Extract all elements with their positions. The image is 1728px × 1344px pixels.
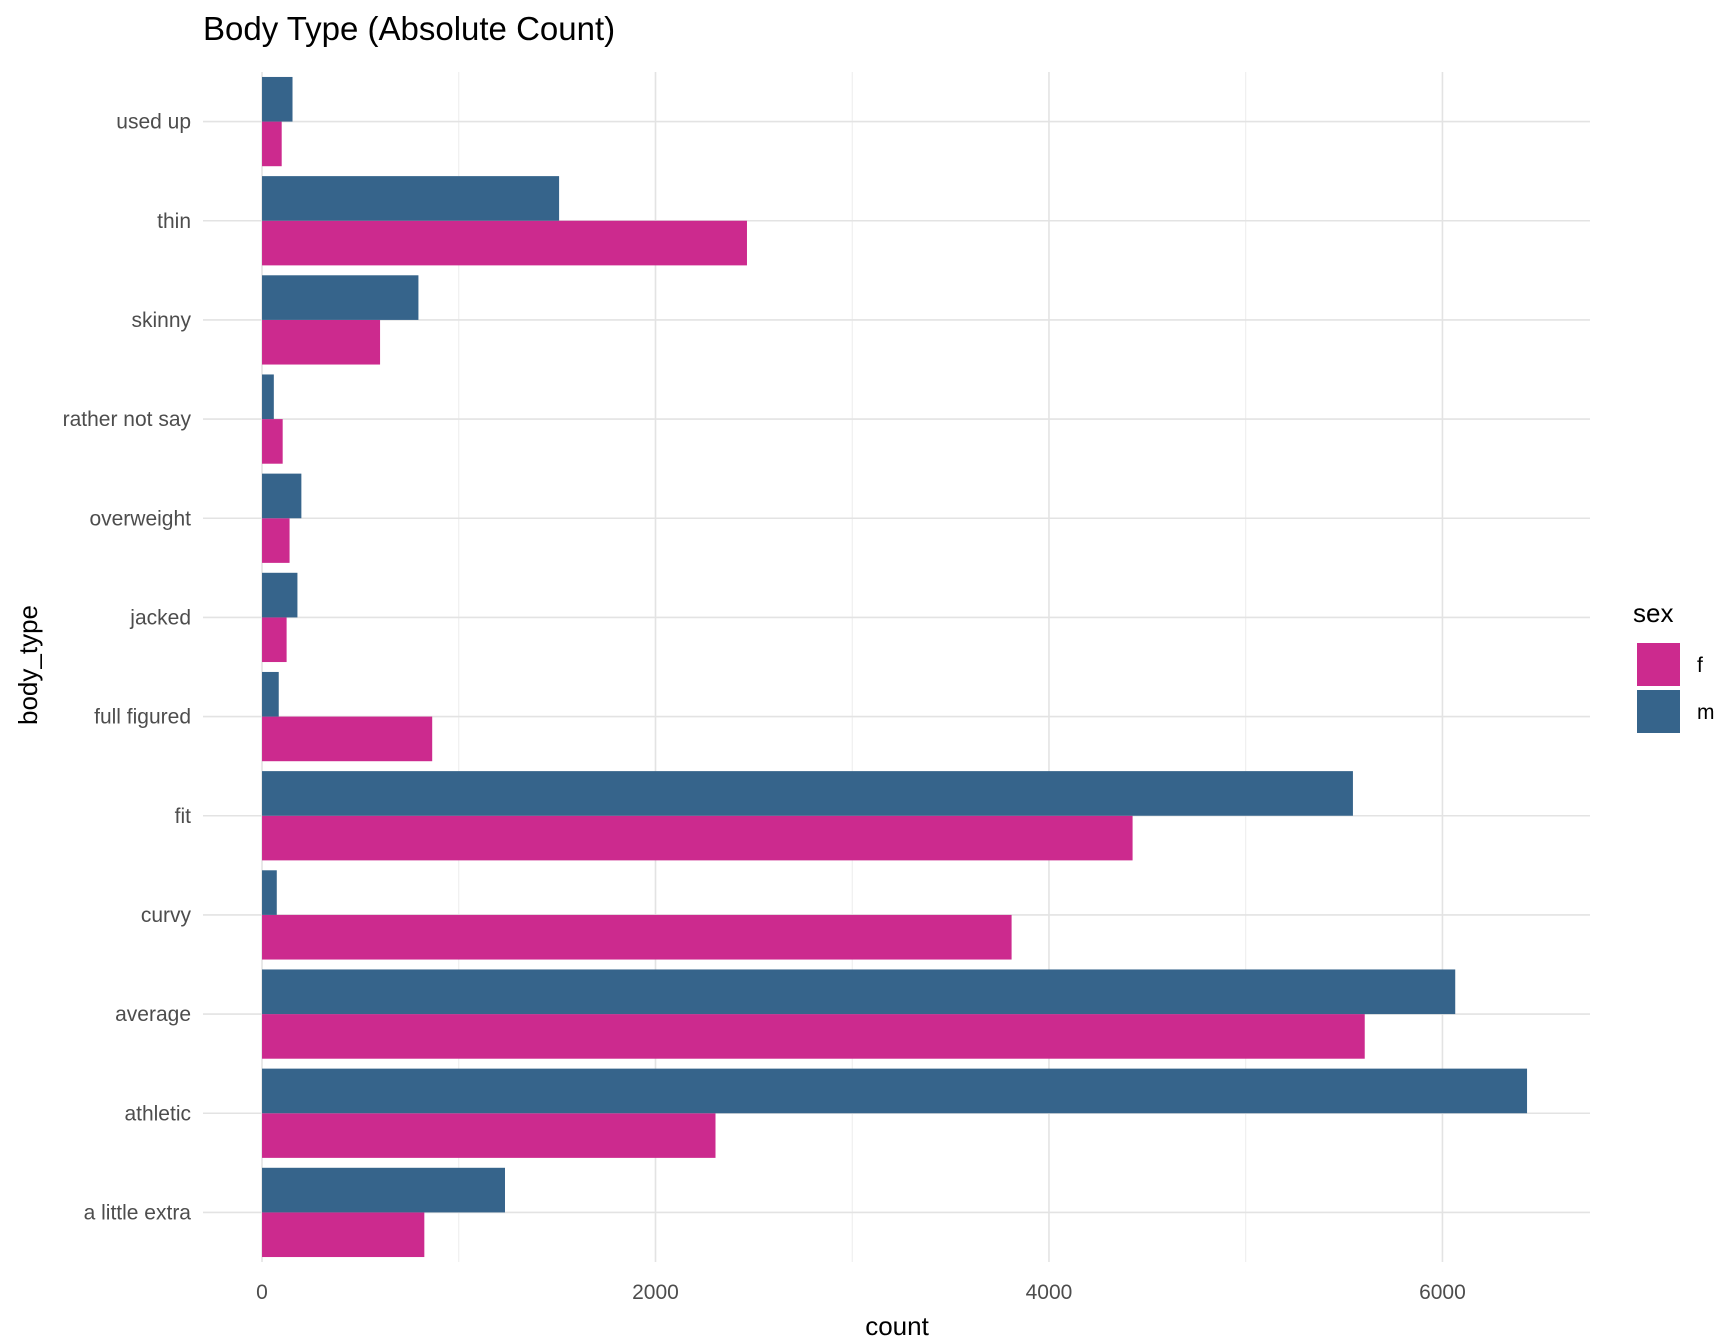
y-tick-label: average [115, 1003, 191, 1026]
bar-f-fit [262, 815, 1133, 861]
legend: sex f m [1633, 598, 1715, 733]
minor-gridlines [458, 72, 1247, 1262]
y-tick-label: athletic [124, 1102, 191, 1125]
bar-f-full-figured [262, 716, 433, 762]
y-tick-label: jacked [129, 606, 191, 629]
y-tick-label: used up [116, 111, 191, 134]
bar-f-rather-not-say [262, 419, 283, 464]
bar-m-full-figured [262, 671, 279, 717]
bar-m-fit [262, 771, 1353, 816]
bar-m-a-little-extra [262, 1167, 505, 1213]
y-tick-label: full figured [94, 706, 191, 729]
y-tick-label: curvy [141, 904, 192, 927]
bar-f-thin [262, 220, 747, 266]
bar-m-rather-not-say [262, 374, 274, 420]
legend-title: sex [1633, 598, 1673, 628]
bar-m-used-up [262, 76, 293, 122]
chart-title: Body Type (Absolute Count) [203, 10, 615, 47]
x-tick-labels: 0 2000 4000 6000 [256, 1281, 1466, 1304]
bar-m-jacked [262, 572, 298, 618]
y-axis-title: body_type [13, 605, 43, 725]
bar-m-average [262, 969, 1456, 1015]
bar-f-skinny [262, 319, 381, 365]
bar-f-curvy [262, 914, 1012, 960]
y-tick-label: fit [175, 805, 192, 828]
bar-m-skinny [262, 275, 419, 320]
legend-label-m: m [1697, 701, 1715, 724]
bar-m-athletic [262, 1068, 1528, 1114]
bar-f-jacked [262, 617, 287, 663]
x-tick-label: 2000 [632, 1281, 679, 1304]
bar-f-a-little-extra [262, 1212, 425, 1258]
bar-f-athletic [262, 1113, 716, 1158]
x-tick-label: 4000 [1026, 1281, 1073, 1304]
y-tick-label: a little extra [84, 1201, 192, 1224]
y-tick-label: thin [157, 210, 191, 233]
y-tick-labels: a little extra athletic average curvy fit ful… [63, 111, 192, 1225]
bar-m-curvy [262, 870, 277, 915]
x-tick-label: 0 [256, 1281, 268, 1304]
legend-label-f: f [1697, 654, 1703, 677]
bar-m-thin [262, 176, 560, 221]
y-tick-label: rather not say [63, 408, 192, 431]
y-tick-label: skinny [131, 309, 191, 332]
bar-f-used-up [262, 121, 282, 167]
bar-f-average [262, 1014, 1365, 1059]
bar-m-overweight [262, 473, 302, 519]
y-tick-label: overweight [89, 507, 191, 530]
bars [262, 76, 1528, 1258]
x-axis-title: count [865, 1311, 929, 1341]
legend-key-f [1637, 643, 1680, 686]
x-tick-label: 6000 [1419, 1281, 1466, 1304]
bar-f-overweight [262, 518, 290, 563]
legend-key-m [1637, 690, 1680, 733]
